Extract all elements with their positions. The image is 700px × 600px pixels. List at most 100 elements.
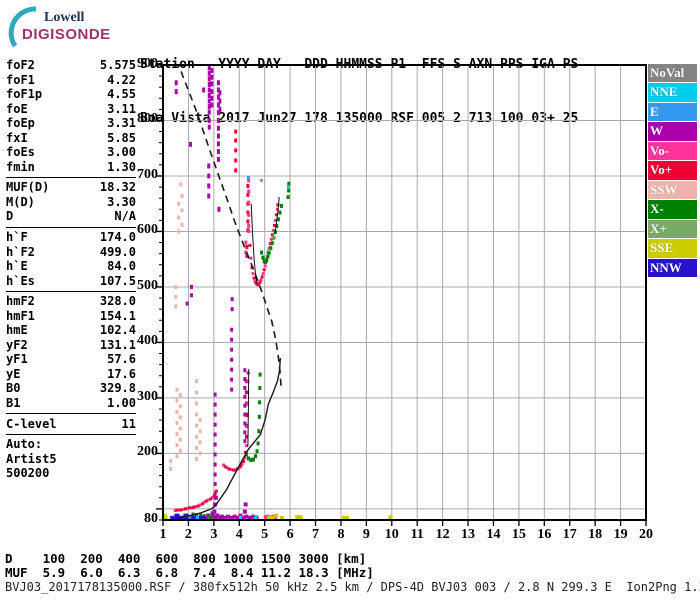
y-tick-label: 80 [144,511,158,526]
muf-row: MUF 5.9 6.0 6.3 6.8 7.4 8.4 11.2 18.3 [M… [5,565,374,580]
param-row: foF1 4.22 [6,73,136,88]
param-label: Artist5 [6,451,57,466]
param-value: 102.4 [99,323,136,338]
series-f2-x-trace-x- [259,178,275,252]
x-tick-label: 4 [235,527,243,542]
legend-item-ssw: SSW [648,180,697,200]
param-value: 499.0 [99,244,136,259]
series-e-f1-o-trace-vo- [173,379,250,513]
param-value: 5.85 [107,130,136,145]
x-tick-label: 7 [312,527,320,542]
panel-separator [6,176,136,178]
param-label: Auto: [6,437,43,452]
param-label: h`E [6,259,28,274]
x-tick-label: 17 [562,527,577,542]
series-w-echo-upper-columns [174,65,222,212]
param-row: M(D) 3.30 [6,195,136,210]
ionogram-plot [156,64,647,526]
x-tick-label: 14 [486,527,501,542]
logo-arc-icon [8,6,37,48]
y-tick-label: 600 [137,222,158,238]
param-value: 1.00 [107,396,136,411]
legend-item-nne: NNE [648,83,697,102]
logo-digisonde-text: DIGISONDE [22,26,111,43]
line-topside-profile [178,64,282,386]
x-tick-label: 19 [613,527,628,542]
param-row: yF1 57.6 [6,352,136,367]
legend-item-e: E [648,102,697,122]
param-row: C-level 11 [6,417,136,432]
param-label: yF2 [6,337,28,352]
param-label: D [6,209,14,224]
param-label: yF1 [6,352,28,367]
param-label: fmin [6,159,35,174]
series-vo-echo-columns [234,129,250,258]
param-row: fmin 1.30 [6,160,136,175]
param-value: 57.6 [107,352,136,367]
param-row: 500200 [6,466,136,481]
x-tick-label: 10 [384,527,399,542]
panel-separator [6,290,136,292]
y-tick-label: 900 [137,56,158,71]
param-label: 500200 [6,466,50,481]
distance-row: D 100 200 400 600 800 1000 1500 3000 [km… [5,551,367,566]
param-row: h`Es 107.5 [6,274,136,289]
legend-item-sse: SSE [648,239,697,258]
param-label: h`F2 [6,244,35,259]
legend-item-w: W [648,122,697,141]
series-w-echo-mid-columns [185,284,248,496]
series-e-f1-o-trace-vo- [175,371,250,512]
param-row: MUF(D) 18.32 [6,180,136,195]
param-row: h`E 84.0 [6,259,136,274]
param-label: MUF(D) [6,180,50,195]
param-row: foF1p 4.55 [6,87,136,102]
x-tick-label: 9 [362,527,370,542]
param-row: hmF1 154.1 [6,309,136,324]
param-value: 3.31 [107,116,136,131]
panel-separator [6,226,136,228]
panel-separator [6,413,136,415]
x-tick-label: 1 [159,527,167,542]
param-value: N/A [114,209,136,224]
parameter-panel: foF2 5.575 foF1 4.22 foF1p 4.55 foE 3.11 foEp 3.3… [6,58,136,481]
param-row: foEs 3.00 [6,145,136,160]
y-tick-label: 300 [137,388,158,404]
param-label: hmF2 [6,294,35,309]
x-tick-label: 8 [337,527,345,542]
legend-item-x: X+ [648,219,697,239]
param-label: B1 [6,396,21,411]
param-value: 329.8 [99,381,136,396]
param-row: yE 17.6 [6,367,136,382]
series-ssw-echo-columns [169,182,202,471]
param-row: B1 1.00 [6,396,136,411]
doppler-direction-legend: NoVal NNE E W Vo- Vo+ SSW X- X+ SSE NNW [648,64,697,278]
param-value: 328.0 [99,294,136,309]
x-tick-label: 12 [435,527,450,542]
param-row: Artist5 [6,452,136,467]
param-row: B0 329.8 [6,381,136,396]
x-tick-label: 3 [210,527,218,542]
file-info-row: BVJ03_2017178135000.RSF / 380fx512h 50 k… [5,580,700,594]
y-tick-label: 200 [137,444,158,460]
ionogram-canvas [156,64,647,526]
y-tick-label: 400 [137,333,158,349]
x-tick-label: 18 [588,527,603,542]
param-row: D N/A [6,209,136,224]
legend-item-vo: Vo- [648,141,697,161]
param-row: Auto: [6,437,136,452]
param-label: h`Es [6,273,35,288]
x-tick-label: 16 [537,527,552,542]
y-tick-label: 500 [137,277,158,293]
param-value: 107.5 [99,273,136,288]
y-tick-label: 700 [137,166,158,182]
param-value: 3.00 [107,145,136,160]
param-value: 154.1 [99,308,136,323]
param-value: 5.575 [99,58,136,72]
x-tick-label: 15 [511,527,526,542]
param-label: foF2 [6,58,35,72]
param-row: fxI 5.85 [6,131,136,146]
x-tick-label: 5 [261,527,269,542]
axis-ticks [156,64,647,526]
param-label: B0 [6,381,21,396]
x-tick-label: 6 [286,527,294,542]
